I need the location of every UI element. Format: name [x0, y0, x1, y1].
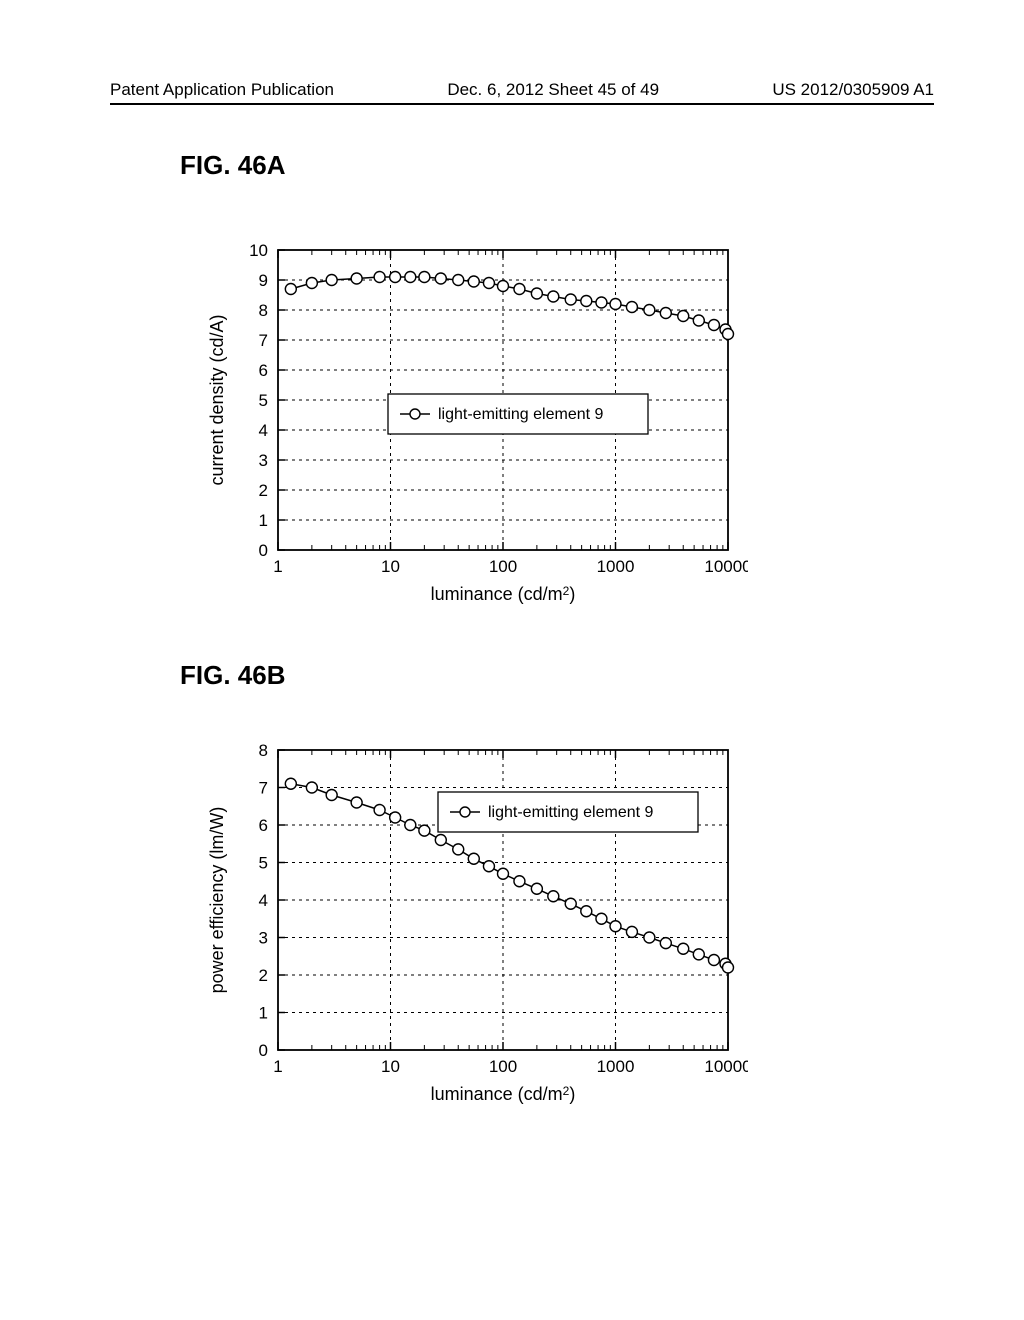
svg-text:0: 0 — [259, 541, 268, 560]
svg-text:current density (cd/A): current density (cd/A) — [207, 314, 227, 485]
svg-text:luminance (cd/m2): luminance (cd/m2) — [431, 1084, 576, 1104]
header-left: Patent Application Publication — [110, 80, 334, 100]
svg-text:5: 5 — [259, 391, 268, 410]
svg-text:1: 1 — [259, 1004, 268, 1023]
chart-b: 012345678110100100010000luminance (cd/m2… — [188, 730, 748, 1180]
svg-text:0: 0 — [259, 1041, 268, 1060]
svg-text:1000: 1000 — [597, 1057, 635, 1076]
svg-text:5: 5 — [259, 854, 268, 873]
svg-text:9: 9 — [259, 271, 268, 290]
svg-text:6: 6 — [259, 361, 268, 380]
svg-text:3: 3 — [259, 451, 268, 470]
svg-text:8: 8 — [259, 301, 268, 320]
svg-text:4: 4 — [259, 421, 268, 440]
figure-label-a: FIG. 46A — [180, 150, 285, 181]
svg-text:luminance (cd/m2): luminance (cd/m2) — [431, 584, 576, 604]
svg-text:1: 1 — [273, 557, 282, 576]
svg-text:6: 6 — [259, 816, 268, 835]
svg-text:10000: 10000 — [704, 557, 748, 576]
svg-text:10: 10 — [249, 241, 268, 260]
svg-text:10: 10 — [381, 1057, 400, 1076]
svg-text:10000: 10000 — [704, 1057, 748, 1076]
figure-label-b: FIG. 46B — [180, 660, 285, 691]
svg-text:7: 7 — [259, 779, 268, 798]
svg-text:3: 3 — [259, 929, 268, 948]
svg-text:4: 4 — [259, 891, 268, 910]
svg-text:power efficiency (lm/W): power efficiency (lm/W) — [207, 807, 227, 994]
svg-text:100: 100 — [489, 557, 517, 576]
svg-text:light-emitting element 9: light-emitting element 9 — [488, 804, 654, 821]
svg-text:light-emitting element 9: light-emitting element 9 — [438, 406, 604, 423]
svg-text:8: 8 — [259, 741, 268, 760]
header-center: Dec. 6, 2012 Sheet 45 of 49 — [447, 80, 659, 100]
svg-text:1000: 1000 — [597, 557, 635, 576]
svg-text:2: 2 — [259, 966, 268, 985]
svg-text:100: 100 — [489, 1057, 517, 1076]
svg-text:1: 1 — [259, 511, 268, 530]
svg-text:7: 7 — [259, 331, 268, 350]
header-right: US 2012/0305909 A1 — [772, 80, 934, 100]
svg-text:1: 1 — [273, 1057, 282, 1076]
patent-header: Patent Application Publication Dec. 6, 2… — [110, 80, 934, 105]
svg-text:2: 2 — [259, 481, 268, 500]
svg-text:10: 10 — [381, 557, 400, 576]
chart-a: 012345678910110100100010000luminance (cd… — [188, 230, 748, 680]
